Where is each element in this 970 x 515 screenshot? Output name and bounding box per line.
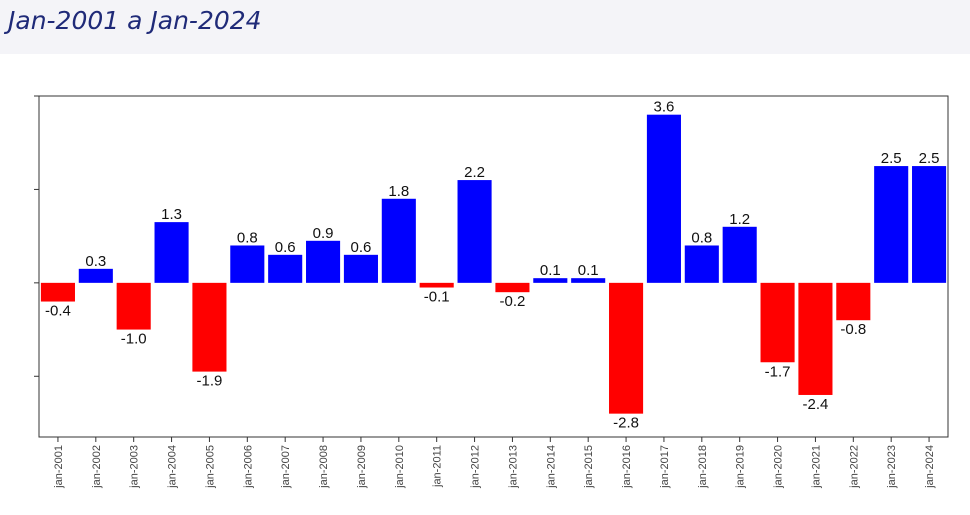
bar-jan-2004 <box>154 222 189 283</box>
plot-frame <box>38 95 949 438</box>
x-tick-label: jan-2003 <box>129 445 141 489</box>
x-tick-label: jan-2024 <box>924 445 936 489</box>
data-label: 0.3 <box>85 253 106 270</box>
data-label: -0.1 <box>424 289 450 306</box>
x-tick-label: jan-2018 <box>697 445 709 489</box>
bar-jan-2005 <box>192 282 227 372</box>
data-label: 0.8 <box>691 229 712 246</box>
bar-jan-2015 <box>571 278 606 283</box>
bar-jan-2024 <box>912 166 947 283</box>
bar-jan-2020 <box>760 282 795 363</box>
data-label: 2.5 <box>881 150 902 167</box>
x-tick-label: jan-2022 <box>848 445 860 489</box>
data-label: -0.4 <box>45 303 71 320</box>
x-tick-label: jan-2019 <box>735 445 747 489</box>
data-label: 0.1 <box>540 262 561 279</box>
x-tick-label: jan-2011 <box>432 445 444 488</box>
bar-jan-2008 <box>306 240 341 283</box>
x-tick-label: jan-2009 <box>356 445 368 489</box>
bar-jan-2007 <box>268 254 303 283</box>
data-label: 0.6 <box>275 239 296 256</box>
x-tick-label: jan-2002 <box>91 445 103 489</box>
x-tick-label: jan-2005 <box>204 445 216 489</box>
data-label: 1.8 <box>388 183 409 200</box>
bar-jan-2011 <box>419 282 454 288</box>
bar-jan-2023 <box>874 166 909 283</box>
bar-jan-2009 <box>343 254 378 283</box>
bar-jan-2016 <box>609 282 644 414</box>
data-label: 1.2 <box>729 211 750 228</box>
bar-jan-2013 <box>495 282 530 293</box>
bar-jan-2018 <box>684 245 719 283</box>
data-label: -0.2 <box>500 293 526 310</box>
bar-jan-2019 <box>722 226 757 283</box>
page-title: Jan-2001 a Jan-2024 <box>8 6 262 35</box>
data-label: 0.6 <box>351 239 372 256</box>
bar-jan-2021 <box>798 282 833 395</box>
x-tick-label: jan-2021 <box>810 445 822 489</box>
data-label: 0.1 <box>578 262 599 279</box>
data-label: 2.5 <box>919 150 940 167</box>
x-tick-label: jan-2008 <box>318 445 330 489</box>
x-tick-label: jan-2012 <box>470 445 482 489</box>
bar-jan-2012 <box>457 180 492 283</box>
bars <box>40 114 947 414</box>
bar-jan-2006 <box>230 245 265 283</box>
bar-jan-2014 <box>533 278 568 283</box>
x-tick-label: jan-2016 <box>621 445 633 489</box>
data-label: -0.8 <box>840 321 866 338</box>
x-tick-label: jan-2023 <box>886 445 898 489</box>
x-tick-label: jan-2006 <box>242 445 254 489</box>
bar-jan-2002 <box>78 268 113 283</box>
x-tick-label: jan-2001 <box>53 445 65 489</box>
bar-jan-2022 <box>836 282 871 321</box>
x-tick-label: jan-2020 <box>773 445 785 489</box>
data-label: -1.7 <box>765 363 791 380</box>
data-label: 2.2 <box>464 164 485 181</box>
x-tick-label: jan-2007 <box>280 445 292 489</box>
bar-jan-2001 <box>40 282 75 302</box>
data-label: 0.9 <box>313 225 334 242</box>
y-axis <box>34 95 39 377</box>
x-tick-label: jan-2010 <box>394 445 406 489</box>
x-tick-label: jan-2004 <box>167 445 179 489</box>
data-label: -2.4 <box>803 396 829 413</box>
header: Jan-2001 a Jan-2024 <box>0 0 970 52</box>
data-label: -1.0 <box>121 331 147 348</box>
x-tick-label: jan-2015 <box>583 445 595 489</box>
bar-chart: -0.4 0.3 -1.0 1.3 -1.9 0.8 0.6 0.9 0.6 1.8 -0.1 2.2… <box>34 95 949 489</box>
data-label: 0.8 <box>237 229 258 246</box>
data-label: -1.9 <box>197 373 223 390</box>
bar-jan-2017 <box>646 114 681 283</box>
bar-jan-2010 <box>381 198 416 283</box>
data-label: 1.3 <box>161 206 182 223</box>
x-tick-label: jan-2014 <box>545 445 557 489</box>
data-labels: -0.4 0.3 -1.0 1.3 -1.9 0.8 0.6 0.9 0.6 1.8 -0.1 2.2… <box>45 99 939 432</box>
x-tick-label: jan-2013 <box>507 445 519 489</box>
x-tick-label: jan-2017 <box>659 445 671 489</box>
bar-jan-2003 <box>116 282 151 330</box>
data-label: -2.8 <box>613 415 639 432</box>
data-label: 3.6 <box>654 99 675 116</box>
x-axis: jan-2001 jan-2002 jan-2003 jan-2004 jan-2005… <box>53 437 936 489</box>
